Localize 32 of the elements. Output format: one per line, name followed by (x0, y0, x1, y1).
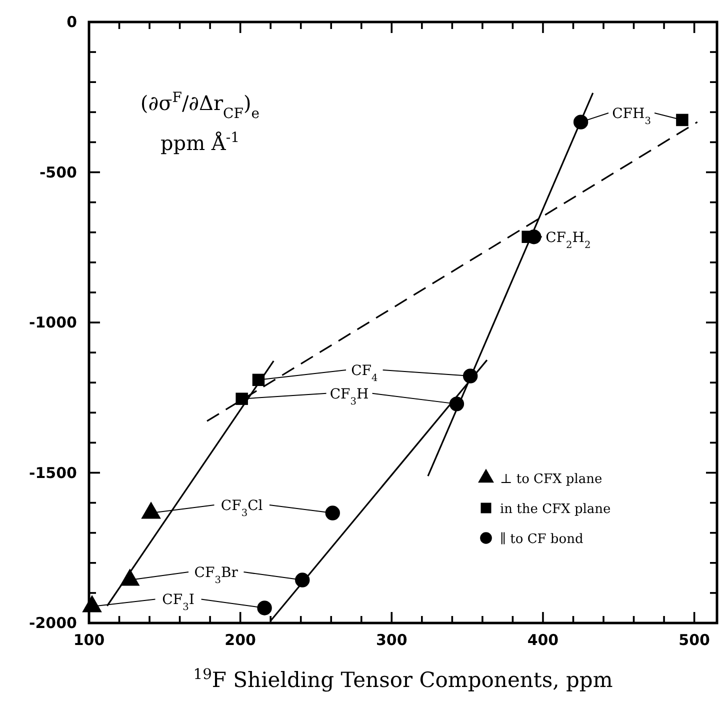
point (295, 572, 310, 588)
y-tick-label: 0 (66, 13, 77, 31)
x-axis-title: $^{19}$F Shielding Tensor Components, ppm (193, 666, 613, 692)
annotation: ppm Å$^{-1}$ (160, 130, 240, 155)
point (449, 396, 464, 412)
point (325, 506, 340, 520)
point (252, 374, 265, 386)
point (676, 114, 688, 126)
y-tick-label: -500 (39, 163, 77, 182)
point (462, 368, 478, 384)
x-tick-label: 500 (678, 631, 710, 649)
point (573, 114, 588, 130)
annotation: CF$_{2}$H$_{2}$ (546, 230, 591, 250)
x-tick-label: 300 (376, 631, 408, 649)
annotation: CF$_{4}$ (351, 362, 378, 384)
legend-label: ⊥ to CFX plane (500, 472, 602, 487)
y-tick-label: -2000 (29, 614, 77, 632)
legend-label: ∥ to CF bond (500, 532, 584, 547)
y-tick-label: -1500 (29, 464, 77, 482)
x-tick-label: 400 (527, 631, 559, 649)
annotation: (∂σ$^{F}$/∂Δr$_{CF}$)$_{e}$ (140, 90, 260, 122)
point (236, 392, 248, 405)
annotation: CF$_{3}$Br (194, 565, 238, 586)
point (257, 600, 272, 616)
annotation: CF$_{3}$Cl (220, 498, 264, 519)
legend-label: in the CFX plane (500, 502, 612, 517)
annotation: CF$_{3}$I (162, 592, 194, 613)
x-tick-label: 200 (224, 631, 256, 649)
y-tick-label: -1000 (29, 314, 77, 332)
annotation: CFH$_{3}$ (612, 106, 651, 127)
annotation: CF$_{3}$H (330, 386, 369, 407)
x-tick-label: 100 (73, 631, 105, 649)
